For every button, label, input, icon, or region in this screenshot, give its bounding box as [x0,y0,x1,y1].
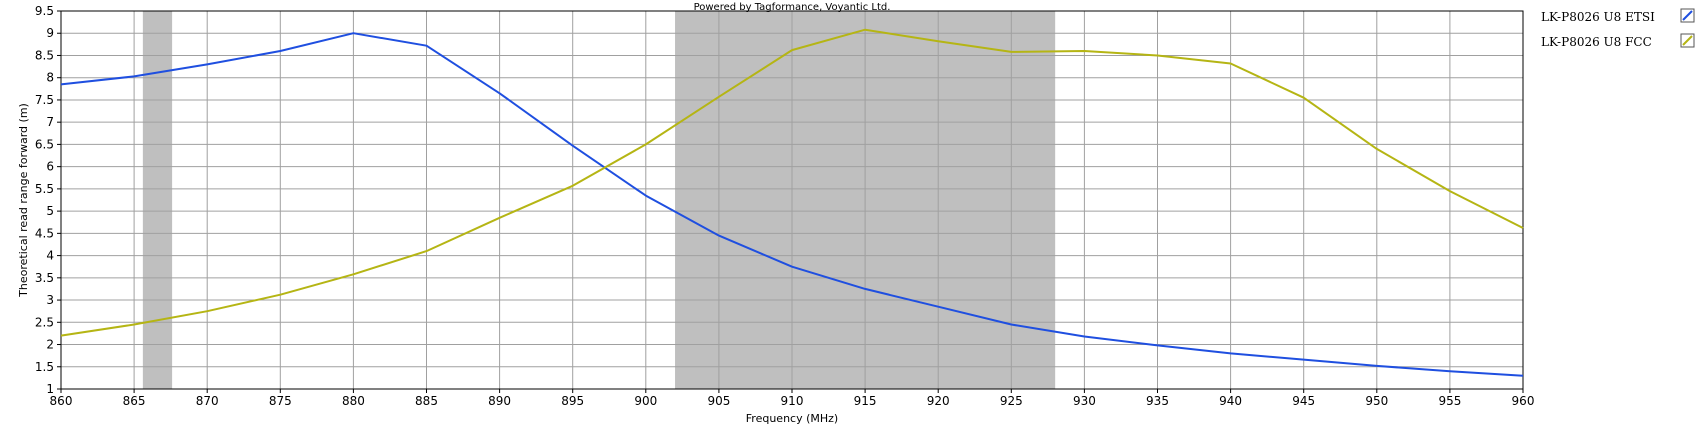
x-tick-label: 935 [1146,394,1169,408]
x-tick-label: 900 [634,394,657,408]
legend-item-0[interactable]: LK-P8026 U8 ETSI [1541,8,1695,24]
x-tick-label: 920 [927,394,950,408]
legend-label: LK-P8026 U8 ETSI [1541,10,1655,24]
legend-swatch-line [1682,10,1693,21]
y-tick-label: 4.5 [35,226,54,240]
legend[interactable]: LK-P8026 U8 ETSI LK-P8026 U8 FCC [1541,8,1695,49]
x-tick-label: 925 [1000,394,1023,408]
x-tick-label: 875 [269,394,292,408]
y-axis-title: Theoretical read range forward (m) [17,103,30,298]
x-tick-label: 955 [1438,394,1461,408]
y-tick-label: 2 [46,338,54,352]
y-tick-label: 7 [46,115,54,129]
x-tick-label: 860 [50,394,73,408]
y-tick-label: 9 [46,26,54,40]
x-tick-label: 910 [781,394,804,408]
x-axis-ticks: 860 865 870 875 880 885 890 895 900 905 910 915 920 9… [50,389,1535,408]
legend-label: LK-P8026 U8 FCC [1541,35,1652,49]
x-tick-label: 915 [854,394,877,408]
x-tick-label: 895 [561,394,584,408]
x-tick-label: 950 [1365,394,1388,408]
legend-item-1[interactable]: LK-P8026 U8 FCC [1541,33,1695,49]
y-tick-label: 4 [46,249,54,263]
y-tick-label: 5 [46,204,54,218]
grid-lines [60,10,1524,390]
x-tick-label: 890 [488,394,511,408]
x-tick-label: 880 [342,394,365,408]
y-tick-label: 2.5 [35,315,54,329]
shaded-band-0 [142,11,173,389]
x-tick-label: 930 [1073,394,1096,408]
y-tick-label: 9.5 [35,4,54,18]
y-tick-label: 6 [46,160,54,174]
x-tick-label: 885 [415,394,438,408]
y-tick-label: 7.5 [35,93,54,107]
x-tick-label: 940 [1219,394,1242,408]
y-tick-label: 3 [46,293,54,307]
y-tick-label: 5.5 [35,182,54,196]
x-axis-title: Frequency (MHz) [746,412,838,425]
x-tick-label: 905 [707,394,730,408]
y-tick-label: 3.5 [35,271,54,285]
y-tick-label: 6.5 [35,137,54,151]
x-tick-label: 945 [1292,394,1315,408]
series-lines [60,28,1524,377]
y-tick-label: 8 [46,71,54,85]
legend-swatch-line [1682,35,1693,46]
series-line-0 [60,32,1524,377]
x-tick-label: 960 [1512,394,1535,408]
y-axis-ticks: 1 1.5 2 2.5 3 3.5 4 4.5 5 5.5 6 6.5 7 7.5 8 8.5 9 9.5 [35,4,61,396]
series-line-1 [60,28,1524,337]
y-tick-label: 1 [46,382,54,396]
shaded-bands [142,11,1056,389]
y-tick-label: 1.5 [35,360,54,374]
y-tick-label: 8.5 [35,48,54,62]
x-tick-label: 865 [123,394,146,408]
chart-credit: Powered by Tagformance, Voyantic Ltd. [694,2,891,13]
x-tick-label: 870 [196,394,219,408]
